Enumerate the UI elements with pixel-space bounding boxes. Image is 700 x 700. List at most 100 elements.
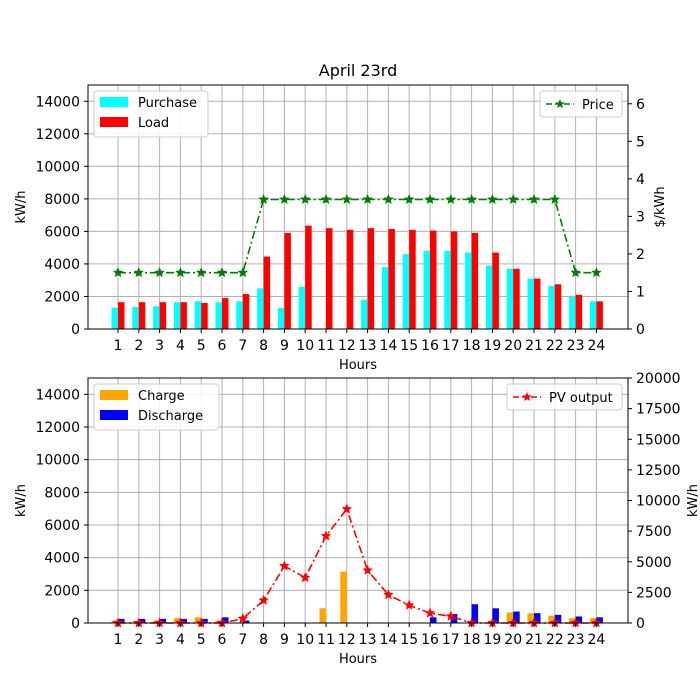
bar	[575, 294, 583, 329]
bar	[242, 620, 250, 623]
bar	[381, 267, 389, 329]
legend-marker	[522, 392, 532, 402]
x-tick-label: 2	[134, 338, 143, 354]
data-point	[320, 530, 332, 541]
bar	[450, 614, 458, 623]
bar	[527, 278, 534, 329]
y-axis-right: 0 1 2 3 4 5 6 $/kWh	[628, 97, 668, 338]
x-tick-label: 16	[421, 632, 439, 648]
x-tick-label: 19	[483, 338, 501, 354]
bar	[173, 302, 181, 329]
bar	[575, 616, 583, 623]
y-tick-label: 4000	[44, 257, 80, 273]
x-tick-label: 23	[567, 632, 585, 648]
x-tick-label: 3	[155, 338, 164, 354]
bar	[236, 301, 243, 329]
bar	[305, 225, 312, 329]
x-tick-label: 1	[114, 338, 123, 354]
bar	[326, 228, 333, 329]
x-tick-label: 12	[338, 632, 356, 648]
y2-tick-label: 2500	[636, 585, 672, 601]
legend-label: Charge	[138, 389, 185, 404]
y2-tick-label: 20000	[636, 371, 681, 387]
legend-label: Load	[138, 116, 169, 131]
bar	[153, 306, 160, 329]
bar	[513, 611, 520, 623]
legend-label: Discharge	[138, 409, 203, 424]
x-tick-label: 11	[317, 338, 335, 354]
y-axis-right: 0 2500 5000 7500 10000 12500 15000 17500 20000 kW…	[628, 371, 700, 632]
bar	[596, 301, 603, 329]
x-tick-label: 21	[525, 338, 543, 354]
x-tick-label: 9	[280, 338, 289, 354]
x-tick-label: 14	[379, 338, 397, 354]
bar	[222, 298, 229, 329]
bar	[569, 296, 576, 329]
x-tick-label: 7	[238, 338, 247, 354]
x-tick-label: 10	[296, 632, 314, 648]
data-point	[320, 193, 332, 205]
legend-label: Price	[582, 98, 614, 113]
data-point	[112, 267, 124, 278]
x-tick-label: 4	[176, 632, 185, 648]
y-axis-left: 0 2000 4000 6000 8000 10000 12000 14000 kW/h	[14, 387, 88, 632]
y-tick-label: 10000	[35, 453, 80, 469]
data-point	[403, 599, 415, 610]
y-tick-label: 0	[71, 322, 80, 338]
x-tick-label: 17	[442, 632, 460, 648]
line-path	[118, 198, 597, 274]
x-tick-label: 19	[483, 632, 501, 648]
bar	[118, 302, 125, 329]
y2-tick-label: 12500	[636, 463, 681, 479]
chart-title: April 23rd	[319, 61, 397, 80]
x-tick-label: 20	[504, 338, 522, 354]
series-load-bars	[118, 225, 603, 329]
x-tick-label: 14	[379, 632, 397, 648]
x-tick-label: 1	[114, 632, 123, 648]
y2-tick-label: 10000	[636, 494, 681, 510]
x-axis: 1 2 3 4 5 6 7 8 9 10 11 12 13 14 15 16 17 18 19 20 21 22 23 24H…	[114, 623, 605, 667]
x-axis-label: Hours	[339, 358, 377, 373]
y-tick-label: 8000	[44, 192, 80, 208]
bar	[201, 302, 208, 329]
legend-marker	[555, 99, 565, 109]
data-point	[154, 267, 165, 278]
y-tick-label: 6000	[44, 518, 80, 534]
series-price-line	[112, 193, 602, 278]
data-point	[237, 613, 249, 624]
bar	[589, 618, 597, 623]
data-point	[299, 193, 311, 205]
bar	[596, 617, 603, 623]
bar	[527, 613, 534, 623]
bar	[465, 252, 472, 329]
bar	[118, 618, 125, 623]
data-point	[341, 193, 353, 205]
chart-1: 1 2 3 4 5 6 7 8 9 10 11 12 13 14 15 16 17 18 19 20 21 22 23 24H…	[14, 61, 668, 373]
x-tick-label: 13	[359, 632, 377, 648]
legend-left: Purchase Load	[93, 90, 209, 138]
bar	[361, 299, 368, 329]
x-tick-label: 22	[546, 632, 564, 648]
bar	[554, 614, 562, 623]
y-axis-label: kW/h	[14, 190, 29, 223]
series-pv-output-line	[112, 503, 602, 628]
data-point	[362, 193, 373, 205]
data-point	[299, 571, 311, 583]
legend-swatch	[100, 117, 128, 127]
data-point	[341, 503, 353, 514]
bar	[388, 228, 395, 329]
bar	[589, 301, 597, 329]
x-tick-label: 5	[197, 632, 206, 648]
data-point	[258, 594, 269, 605]
x-tick-label: 9	[280, 632, 289, 648]
data-point	[424, 607, 436, 618]
x-axis: 1 2 3 4 5 6 7 8 9 10 11 12 13 14 15 16 17 18 19 20 21 22 23 24H…	[114, 329, 605, 373]
bar	[263, 256, 271, 329]
y-tick-label: 12000	[35, 420, 80, 436]
x-tick-label: 18	[463, 338, 481, 354]
bar	[159, 618, 167, 623]
data-point	[528, 193, 540, 205]
x-tick-label: 8	[259, 338, 268, 354]
y2-tick-label: 0	[636, 322, 645, 338]
